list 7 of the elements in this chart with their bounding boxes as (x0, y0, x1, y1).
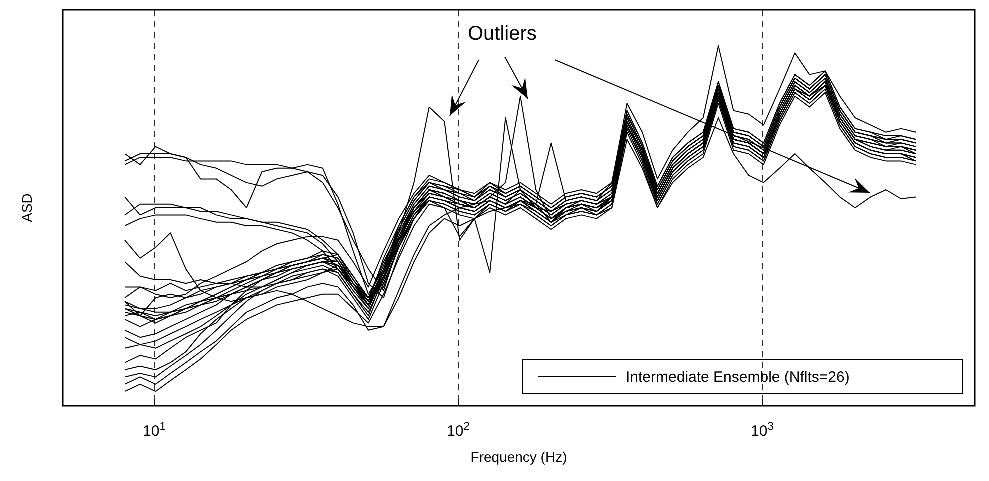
x-tick-label: 10$^{2}$ (447, 421, 470, 440)
x-tick-label: 10$^{3}$ (751, 421, 774, 440)
text: Intermediate Ensemble (Nflts=26) (626, 369, 850, 386)
x-axis-title: Frequency (Hz) (470, 449, 568, 465)
x-tick-label: 10$^{1}$ (143, 421, 166, 440)
text: Outliers (468, 23, 537, 45)
y-axis-title: ASD (19, 194, 35, 222)
